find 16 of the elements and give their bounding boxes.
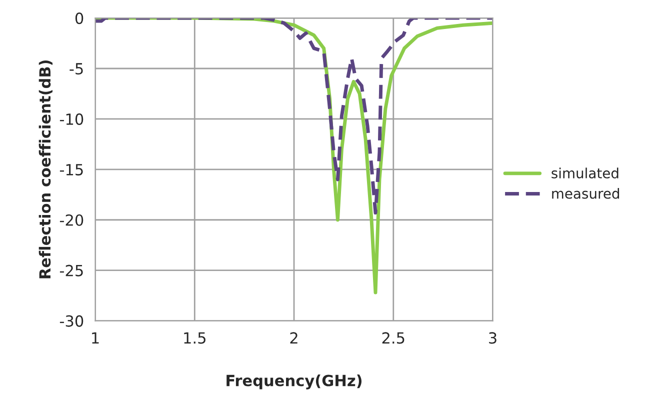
y-tick-label: -5	[70, 63, 83, 75]
y-tick-label: -25	[60, 264, 83, 276]
y-tick-label: -20	[60, 214, 84, 226]
y-tick-label: -15	[60, 164, 83, 176]
x-axis-title: Frequency(GHz)	[226, 374, 362, 390]
y-axis-title: Reflection coefficient(dB)	[38, 60, 52, 278]
x-tick-label: 1	[92, 332, 99, 344]
y-tick-label: -10	[60, 113, 84, 125]
y-tick-label: -30	[60, 315, 84, 327]
y-tick-label: 0	[75, 12, 84, 24]
x-tick-label: 3	[489, 332, 496, 344]
x-tick-label: 1.5	[184, 332, 206, 344]
legend-label: simulated	[552, 168, 618, 178]
x-tick-label: 2	[290, 332, 298, 344]
legend-label: measured	[552, 188, 620, 199]
x-tick-label: 2.5	[382, 332, 404, 344]
